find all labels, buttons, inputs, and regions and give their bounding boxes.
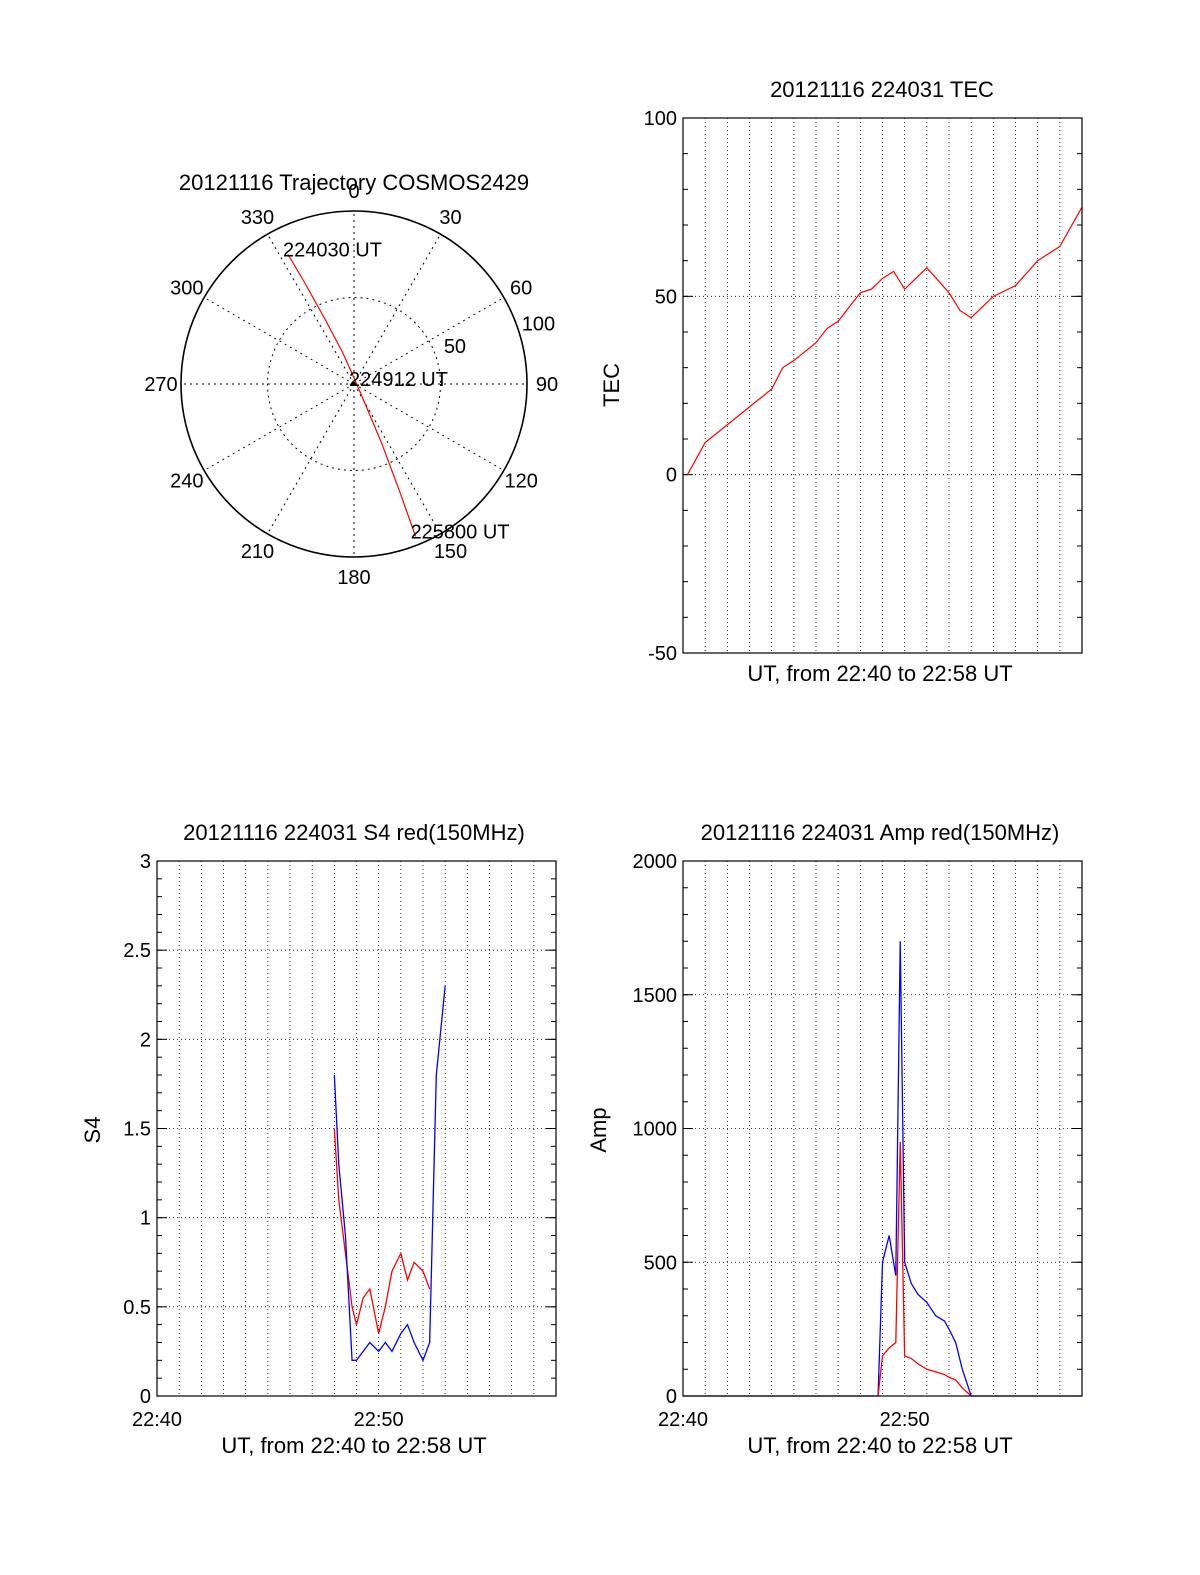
s4-ytick-label: 3 [140, 851, 151, 873]
tec-series-0 [686, 206, 1083, 475]
polar-angle-label: 240 [170, 471, 203, 493]
polar-title: 20121116 Trajectory COSMOS2429 [179, 170, 529, 195]
tec-chart: 20121116 224031 TEC UT, from 22:40 to 22… [599, 77, 1083, 686]
amp-xtick-label: 22:40 [658, 1409, 708, 1431]
polar-spoke [267, 233, 355, 385]
amp-chart: 20121116 224031 Amp red(150MHz) UT, from… [586, 820, 1083, 1458]
polar-angle-label: 330 [241, 207, 274, 229]
polar-spoke [267, 383, 355, 535]
s4-ytick-label: 0.5 [123, 1297, 151, 1319]
s4-ytick-label: 1 [140, 1208, 151, 1230]
amp-ytick-label: 500 [644, 1252, 677, 1274]
amp-ytick-label: 1500 [633, 985, 678, 1007]
polar-pass-label: 224030 UT [283, 240, 382, 262]
polar-angle-label: 90 [536, 374, 558, 396]
amp-series-1 [877, 1141, 972, 1397]
polar-track [287, 254, 417, 537]
tec-title: 20121116 224031 TEC [770, 77, 994, 102]
amp-title: 20121116 224031 Amp red(150MHz) [701, 820, 1060, 845]
s4-series-1 [333, 985, 446, 1362]
polar-angle-label: 210 [241, 541, 274, 563]
amp-ylabel: Amp [586, 1107, 611, 1152]
polar-ring-50 [267, 297, 441, 471]
tec-xlabel: UT, from 22:40 to 22:58 UT [747, 661, 1012, 686]
polar-spoke [203, 297, 355, 385]
polar-angle-label: 0 [348, 181, 359, 203]
amp-xtick-label: 22:50 [880, 1409, 930, 1431]
polar-angle-label: 120 [504, 471, 537, 493]
polar-pass-label: 224912 UT [349, 369, 448, 391]
s4-xtick-label: 22:50 [354, 1409, 404, 1431]
polar-spoke [203, 383, 355, 471]
s4-ytick-label: 2 [140, 1029, 151, 1051]
polar-angle-label: 150 [434, 541, 467, 563]
polar-trajectory-chart: 20121116 Trajectory COSMOS2429 0 30 60 90 12… [144, 170, 558, 589]
s4-ylabel: S4 [80, 1117, 105, 1144]
s4-ytick-label: 2.5 [123, 940, 151, 962]
amp-xlabel: UT, from 22:40 to 22:58 UT [747, 1433, 1012, 1458]
amp-ytick-label: 0 [666, 1386, 677, 1408]
polar-spoke [353, 297, 505, 385]
s4-ytick-label: 1.5 [123, 1119, 151, 1141]
tec-ytick-label: 0 [666, 465, 677, 487]
polar-angle-label: 60 [510, 278, 532, 300]
polar-spoke [353, 383, 505, 471]
tec-ylabel: TEC [599, 363, 624, 407]
tec-ytick-label: 50 [655, 286, 677, 308]
polar-angle-label: 300 [170, 278, 203, 300]
tec-ytick-label: 100 [644, 108, 677, 130]
amp-plot-frame [682, 860, 1083, 1397]
s4-xtick-label: 22:40 [132, 1409, 182, 1431]
amp-ytick-label: 2000 [633, 851, 678, 873]
s4-xlabel: UT, from 22:40 to 22:58 UT [221, 1433, 486, 1458]
s4-title: 20121116 224031 S4 red(150MHz) [183, 820, 525, 845]
polar-spoke [353, 383, 441, 535]
amp-series-0 [683, 941, 1082, 1397]
polar-spoke [353, 233, 441, 385]
polar-pass-label: 225800 UT [411, 521, 510, 543]
tec-plot-frame [682, 117, 1083, 654]
polar-angle-label: 180 [337, 567, 370, 589]
polar-radial-label: 50 [444, 336, 466, 358]
s4-ytick-label: 0 [140, 1386, 151, 1408]
polar-angle-label: 30 [439, 207, 461, 229]
tec-ytick-label: -50 [648, 643, 677, 665]
s4-plot-frame [156, 860, 557, 1397]
s4-chart: 20121116 224031 S4 red(150MHz) UT, from … [80, 820, 557, 1458]
polar-angle-label: 270 [144, 374, 177, 396]
polar-radial-label: 100 [522, 314, 555, 336]
polar-outer-ring [180, 210, 528, 558]
amp-ytick-label: 1000 [633, 1119, 678, 1141]
